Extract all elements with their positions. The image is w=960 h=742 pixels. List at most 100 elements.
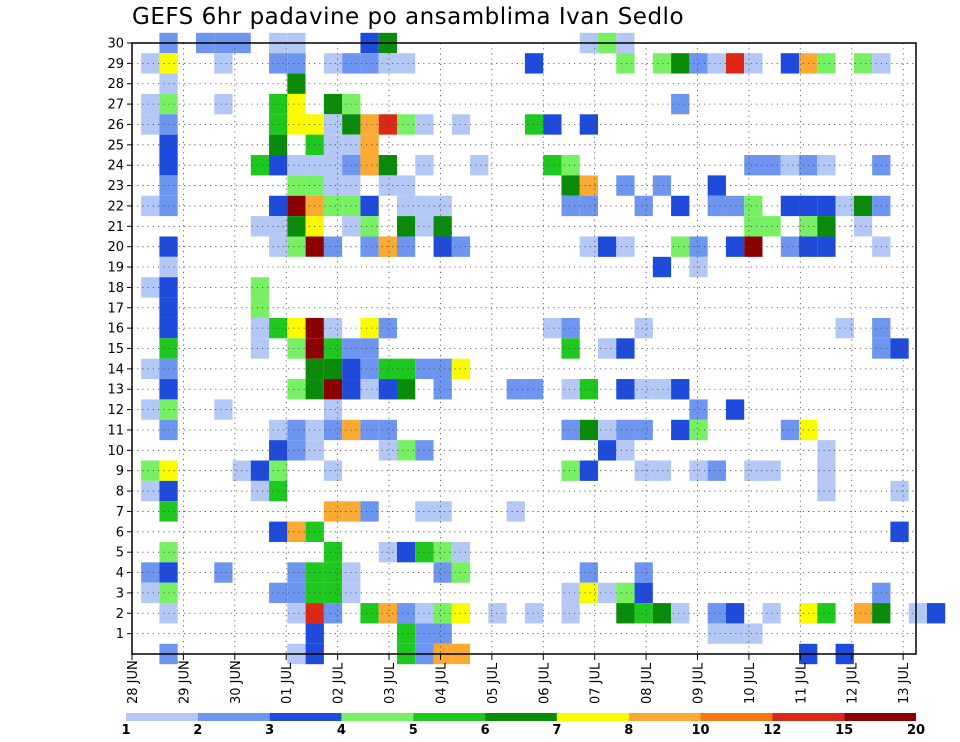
heatmap-cell <box>744 195 763 217</box>
colorbar-label: 8 <box>624 723 633 738</box>
heatmap-cell <box>890 480 909 502</box>
heatmap-cell <box>250 338 270 359</box>
heatmap-cell <box>817 460 836 481</box>
x-tick-label: 13 JUL <box>897 662 912 704</box>
heatmap-cell <box>561 317 580 339</box>
colorbar-swatch <box>556 713 629 721</box>
heatmap-cell <box>616 603 635 624</box>
heatmap-cell <box>707 623 726 644</box>
heatmap-cell <box>360 195 379 217</box>
heatmap-cell <box>451 562 471 583</box>
colorbar-swatch <box>197 713 270 721</box>
heatmap-cell <box>415 501 434 522</box>
heatmap-cell <box>634 562 653 583</box>
heatmap-cell <box>287 216 306 237</box>
heatmap-cell <box>360 338 379 359</box>
heatmap-cell <box>250 480 270 502</box>
heatmap-cell <box>707 53 726 74</box>
colorbar-label: 7 <box>552 723 561 738</box>
heatmap-cell <box>396 236 416 257</box>
heatmap-cell <box>817 53 836 74</box>
heatmap-cell <box>323 114 343 135</box>
y-tick-label: 10 <box>107 444 124 459</box>
heatmap-cell <box>141 480 160 502</box>
colorbar-label: 6 <box>481 723 490 738</box>
heatmap-cell <box>433 603 452 624</box>
x-tick-label: 12 JUL <box>846 662 861 704</box>
heatmap-cell <box>506 379 525 400</box>
y-tick-label: 4 <box>116 566 124 581</box>
heatmap-cell <box>396 175 416 196</box>
colorbar-label: 20 <box>907 723 925 738</box>
y-tick-label: 26 <box>107 118 124 133</box>
heatmap-cell <box>634 582 653 604</box>
heatmap-cell <box>287 582 306 604</box>
heatmap-cell <box>671 379 690 400</box>
heatmap-cell <box>287 93 306 115</box>
heatmap-cell <box>780 53 800 74</box>
heatmap-cell <box>561 419 580 441</box>
heatmap-cell <box>744 460 763 481</box>
colorbar-swatch <box>700 713 773 721</box>
y-tick-label: 12 <box>107 403 124 418</box>
heatmap-cell <box>524 603 544 624</box>
y-tick-label: 27 <box>107 98 124 113</box>
x-tick-label: 09 JUL <box>692 662 707 704</box>
heatmap-cell <box>433 216 452 237</box>
y-tick-label: 14 <box>107 362 124 377</box>
heatmap-cell <box>214 53 233 74</box>
heatmap-cell <box>725 236 745 257</box>
heatmap-cell <box>323 175 343 196</box>
colorbar: 1 2 3 4 5 6 7 8 10 12 15 20 <box>121 713 925 738</box>
heatmap-cell <box>725 195 745 217</box>
colorbar-swatch <box>628 713 701 721</box>
heatmap-cell <box>214 562 233 583</box>
heatmap-cell <box>689 419 708 441</box>
heatmap-cell <box>707 603 726 624</box>
heatmap-cell <box>853 216 873 237</box>
colorbar-swatch <box>413 713 486 721</box>
heatmap-cell <box>415 358 434 380</box>
heatmap-cell <box>141 114 160 135</box>
heatmap-cell <box>725 623 745 644</box>
heatmap-cell <box>287 440 306 461</box>
heatmap-cell <box>323 195 343 217</box>
y-axis: 1234567891011121314151617181920212223242… <box>107 37 132 642</box>
heatmap-cell <box>780 195 800 217</box>
heatmap-cell <box>671 236 690 257</box>
heatmap-cell <box>415 603 434 624</box>
heatmap-cell <box>579 419 599 441</box>
heatmap-cell <box>415 541 434 563</box>
y-tick-label: 1 <box>116 627 124 642</box>
x-tick-label: 02 JUL <box>332 662 347 704</box>
heatmap-cell <box>323 379 343 400</box>
heatmap-cell <box>360 53 379 74</box>
heatmap-cell <box>360 603 379 624</box>
heatmap-cell <box>616 440 635 461</box>
heatmap-cell <box>396 603 416 624</box>
heatmap-cell <box>141 93 160 115</box>
heatmap-cell <box>470 155 489 176</box>
heatmap-cell <box>323 155 343 176</box>
colorbar-label: 10 <box>692 723 710 738</box>
heatmap-cell <box>451 114 471 135</box>
heatmap-cell <box>926 603 946 624</box>
heatmap-cell <box>671 53 690 74</box>
heatmap-cell <box>561 379 580 400</box>
x-tick-label: 29 JUN <box>177 660 192 704</box>
heatmap-cell <box>433 358 452 380</box>
heatmap-cell <box>616 53 635 74</box>
heatmap-cell <box>415 155 434 176</box>
heatmap-cell <box>817 603 836 624</box>
heatmap-cell <box>616 582 635 604</box>
heatmap-cell <box>524 379 544 400</box>
heatmap-cell <box>598 236 617 257</box>
heatmap-cell <box>360 155 379 176</box>
heatmap-cell <box>287 73 306 94</box>
colorbar-swatch <box>341 713 414 721</box>
heatmap-cell <box>415 623 434 644</box>
heatmap-cell <box>744 216 763 237</box>
y-tick-label: 19 <box>107 261 124 276</box>
heatmap-cell <box>415 114 434 135</box>
